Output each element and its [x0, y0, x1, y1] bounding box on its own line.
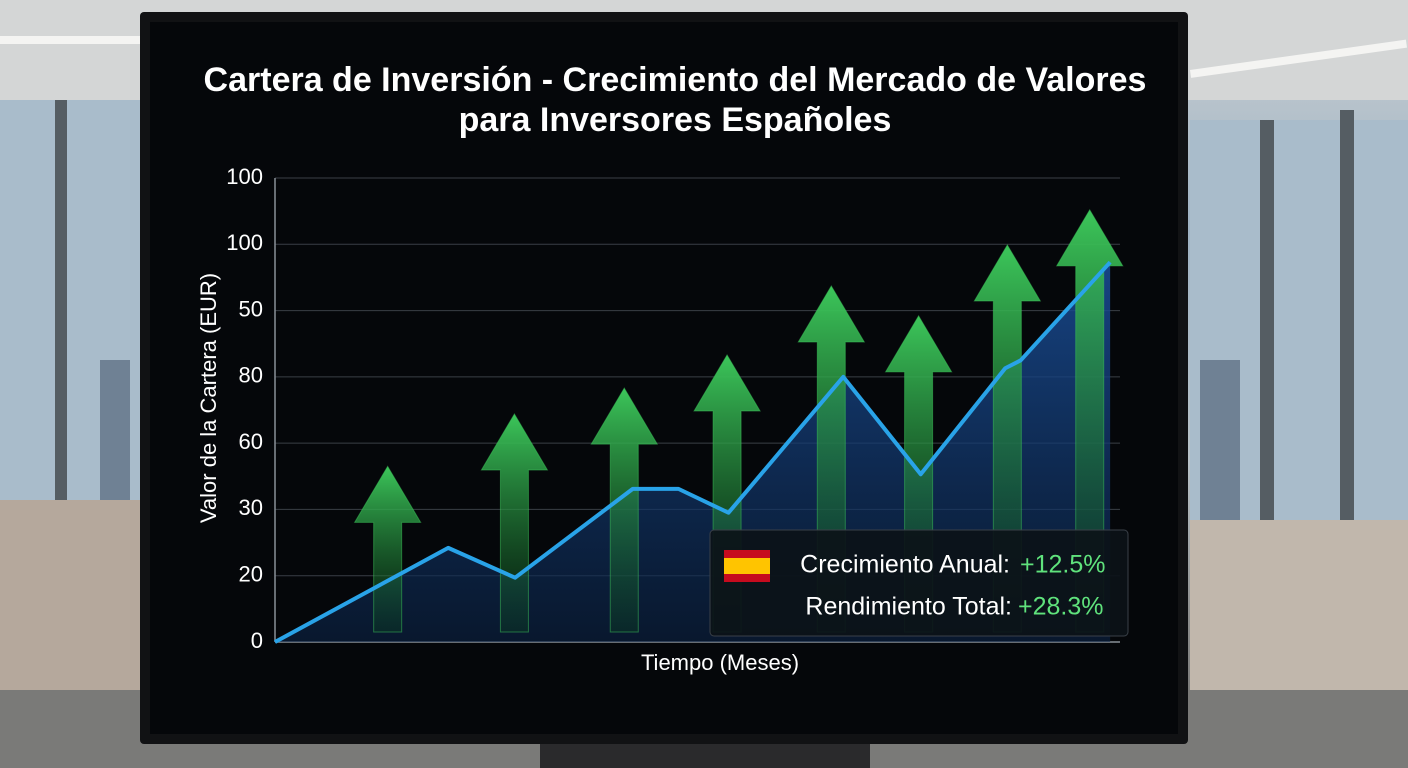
info-box: Crecimiento Anual: +12.5% Rendimiento Tota… [709, 529, 1129, 637]
y-tick-label: 50 [239, 296, 263, 321]
annotation-value: +28.3% [1018, 593, 1104, 621]
chart-title: Cartera de Inversión - Crecimiento del M… [203, 61, 1147, 139]
annotation-value: +12.5% [1020, 551, 1106, 579]
y-tick-label: 80 [239, 363, 263, 388]
y-tick-label: 100 [226, 164, 263, 189]
y-axis-label: Valor de la Cartera (EUR) [196, 273, 221, 523]
annotation: Crecimiento Anual: [800, 551, 1010, 579]
x-axis-label: Tiempo (Meses) [641, 650, 799, 675]
line [274, 260, 1112, 644]
growth-arrow [353, 465, 422, 633]
y-tick-label: 60 [239, 429, 263, 454]
growth-arrow [590, 387, 659, 633]
y-tick-label: 20 [239, 562, 263, 587]
y-tick-label: 30 [239, 495, 263, 520]
growth-arrow [480, 412, 549, 633]
y-tick-label: 100 [226, 230, 263, 255]
annotation: Rendimiento Total: [805, 593, 1012, 621]
y-tick-label: 0 [251, 628, 263, 653]
